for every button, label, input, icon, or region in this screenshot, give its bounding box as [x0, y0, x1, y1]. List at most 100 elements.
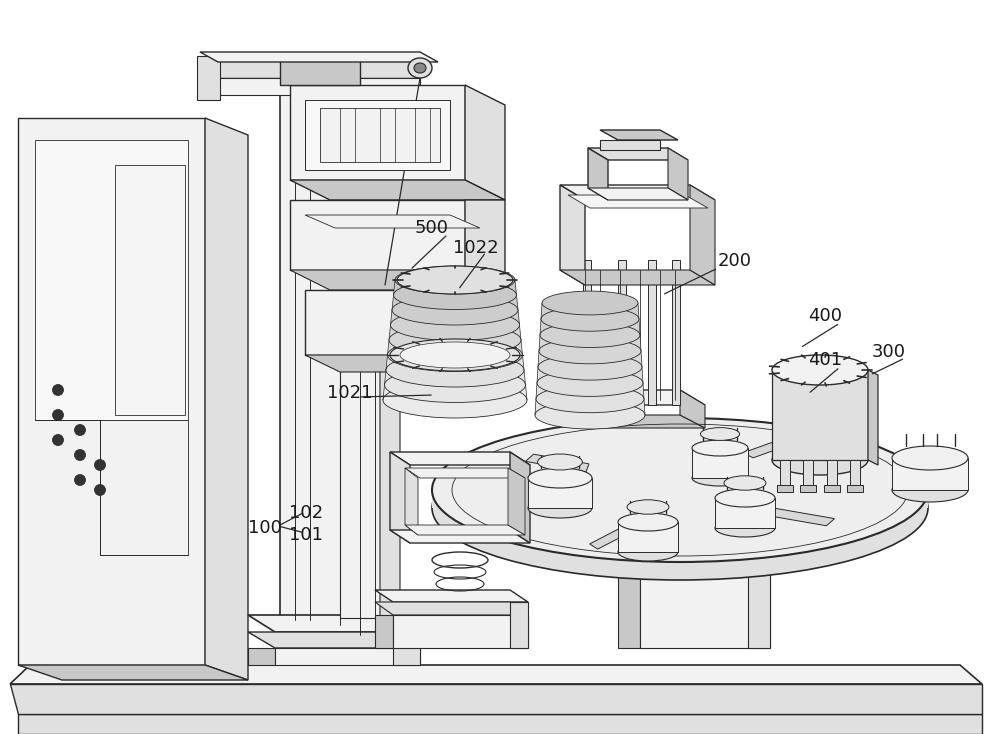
Polygon shape — [535, 399, 645, 415]
Ellipse shape — [892, 478, 968, 502]
Polygon shape — [394, 280, 516, 295]
Polygon shape — [560, 185, 715, 200]
Ellipse shape — [541, 307, 639, 331]
Ellipse shape — [386, 353, 524, 387]
Polygon shape — [618, 522, 678, 552]
Circle shape — [74, 449, 86, 460]
Ellipse shape — [715, 489, 775, 507]
Polygon shape — [380, 355, 400, 630]
Polygon shape — [772, 370, 868, 460]
Polygon shape — [115, 165, 185, 415]
Polygon shape — [280, 85, 355, 625]
Ellipse shape — [627, 500, 669, 515]
Polygon shape — [290, 180, 505, 200]
Polygon shape — [465, 290, 500, 372]
Polygon shape — [680, 390, 705, 428]
Polygon shape — [290, 200, 465, 270]
Ellipse shape — [414, 63, 426, 73]
Polygon shape — [405, 468, 525, 478]
Polygon shape — [305, 100, 450, 170]
Ellipse shape — [692, 470, 748, 486]
Polygon shape — [536, 383, 644, 399]
Ellipse shape — [400, 342, 510, 368]
Polygon shape — [248, 615, 420, 632]
Polygon shape — [771, 508, 835, 526]
Polygon shape — [450, 270, 490, 292]
Polygon shape — [618, 260, 626, 405]
Polygon shape — [588, 148, 688, 160]
Polygon shape — [570, 390, 705, 405]
Ellipse shape — [539, 338, 641, 364]
Polygon shape — [824, 485, 840, 492]
Circle shape — [52, 410, 64, 421]
Polygon shape — [18, 118, 205, 665]
Ellipse shape — [618, 513, 678, 531]
Polygon shape — [560, 270, 715, 285]
Polygon shape — [390, 452, 410, 543]
Polygon shape — [618, 548, 770, 562]
Ellipse shape — [892, 446, 968, 470]
Circle shape — [94, 459, 106, 470]
Polygon shape — [640, 575, 770, 648]
Polygon shape — [638, 490, 722, 530]
Text: 100: 100 — [248, 519, 282, 537]
Polygon shape — [541, 303, 639, 319]
Circle shape — [52, 435, 64, 446]
Ellipse shape — [388, 338, 522, 371]
Polygon shape — [777, 485, 793, 492]
Polygon shape — [538, 351, 642, 367]
Polygon shape — [722, 490, 748, 545]
Polygon shape — [539, 335, 641, 351]
Polygon shape — [340, 355, 380, 618]
Text: 101: 101 — [289, 526, 323, 544]
Polygon shape — [35, 140, 188, 420]
Polygon shape — [18, 714, 982, 734]
Polygon shape — [692, 448, 748, 478]
Polygon shape — [668, 148, 688, 200]
Polygon shape — [743, 437, 794, 458]
Polygon shape — [600, 140, 660, 150]
Ellipse shape — [538, 454, 582, 470]
Polygon shape — [275, 80, 398, 100]
Polygon shape — [490, 270, 510, 302]
Ellipse shape — [618, 543, 678, 561]
Polygon shape — [200, 52, 438, 62]
Ellipse shape — [432, 436, 928, 580]
Polygon shape — [588, 148, 608, 200]
Ellipse shape — [394, 280, 516, 310]
Polygon shape — [465, 200, 505, 290]
Polygon shape — [383, 385, 527, 400]
Text: 500: 500 — [415, 219, 449, 237]
Polygon shape — [528, 478, 592, 508]
Ellipse shape — [397, 266, 513, 294]
Polygon shape — [248, 632, 420, 648]
Ellipse shape — [383, 382, 527, 418]
Polygon shape — [570, 415, 705, 428]
Polygon shape — [525, 454, 589, 472]
Polygon shape — [583, 260, 591, 405]
Polygon shape — [537, 367, 643, 383]
Polygon shape — [320, 108, 440, 162]
Polygon shape — [375, 615, 393, 648]
Polygon shape — [450, 270, 460, 300]
Polygon shape — [510, 452, 530, 543]
Ellipse shape — [432, 418, 928, 562]
Polygon shape — [290, 85, 465, 180]
Ellipse shape — [528, 498, 592, 518]
Polygon shape — [355, 85, 393, 645]
Polygon shape — [570, 390, 595, 428]
Polygon shape — [305, 215, 480, 228]
Ellipse shape — [772, 445, 868, 475]
Ellipse shape — [538, 354, 642, 380]
Polygon shape — [389, 325, 521, 340]
Ellipse shape — [536, 385, 644, 413]
Ellipse shape — [772, 355, 868, 385]
Polygon shape — [280, 58, 360, 85]
Ellipse shape — [700, 428, 740, 440]
Polygon shape — [672, 260, 680, 405]
Polygon shape — [588, 188, 688, 200]
Ellipse shape — [390, 310, 520, 341]
Polygon shape — [590, 527, 633, 549]
Polygon shape — [618, 562, 770, 575]
Polygon shape — [18, 665, 248, 680]
